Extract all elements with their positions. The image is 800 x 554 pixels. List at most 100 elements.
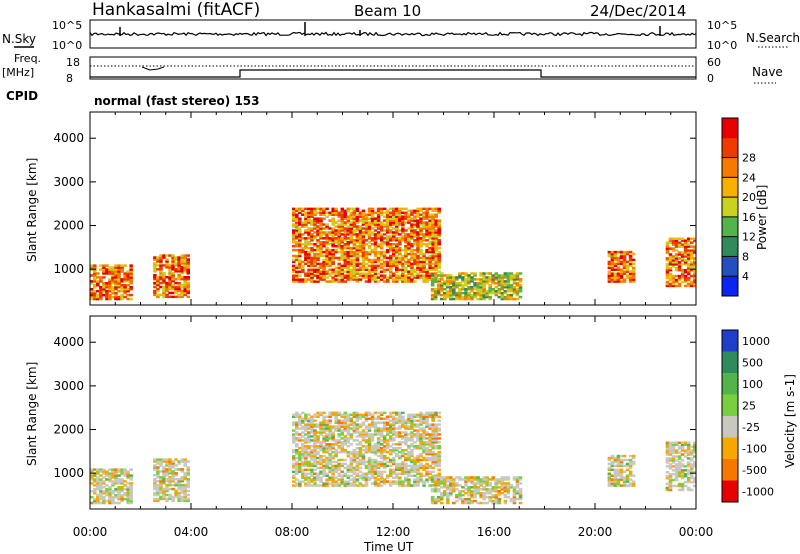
velocity-cell (437, 427, 441, 430)
velocity-cell (153, 458, 157, 461)
velocity-cell (395, 413, 399, 417)
velocity-cell (413, 478, 417, 481)
power-colorbar-frame (721, 117, 739, 297)
velocity-cell (464, 488, 468, 491)
power-cell (319, 254, 323, 258)
power-cell (331, 227, 335, 230)
power-cell (292, 258, 296, 262)
power-cell (692, 267, 697, 270)
power-cell (680, 274, 685, 278)
velocity-cell (322, 419, 326, 422)
power-cell (159, 262, 163, 265)
velocity-cell (616, 482, 621, 485)
power-cell (108, 270, 112, 273)
y-tick-label: 4000 (53, 335, 84, 349)
velocity-cell (99, 491, 103, 495)
power-cell (395, 227, 399, 230)
power-cell (316, 244, 320, 248)
velocity-cell (665, 449, 670, 452)
freq-rtick-top: 60 (707, 56, 721, 69)
power-cell (349, 252, 354, 256)
velocity-cell (337, 466, 341, 470)
velocity-cell (304, 433, 308, 436)
velocity-cell (373, 423, 378, 426)
power-cell (310, 221, 314, 224)
power-cell (343, 242, 348, 246)
velocity-cell (686, 488, 691, 492)
velocity-cell (619, 476, 624, 479)
power-cell (686, 251, 691, 254)
velocity-cell (376, 478, 381, 481)
velocity-cell (126, 491, 130, 495)
velocity-cell (610, 480, 615, 483)
velocity-cell (358, 433, 363, 436)
velocity-cell (295, 462, 299, 466)
velocity-cell (674, 449, 679, 452)
power-cell (410, 262, 414, 266)
power-cell (379, 254, 384, 258)
power-cell (631, 270, 636, 273)
power-cell (686, 243, 691, 246)
velocity-cell (404, 458, 408, 462)
velocity-cell (434, 433, 438, 436)
velocity-cell (500, 484, 505, 487)
power-cell (385, 242, 390, 246)
velocity-colorbar-tick-label: 1000 (742, 335, 770, 348)
velocity-cell (388, 445, 393, 448)
power-cell (304, 231, 308, 234)
power-cell (349, 215, 354, 218)
power-cell (431, 278, 435, 281)
power-cell (292, 215, 296, 218)
power-cell (370, 276, 375, 279)
velocity-cell (689, 459, 694, 462)
power-cell (370, 227, 375, 230)
velocity-cell (337, 462, 341, 466)
power-cell (692, 237, 697, 241)
power-cell (398, 262, 402, 266)
velocity-cell (388, 427, 393, 430)
velocity-cell (352, 454, 357, 458)
velocity-cell (162, 481, 166, 485)
velocity-cell (385, 445, 390, 448)
velocity-cell (686, 461, 691, 464)
velocity-heatmap (90, 411, 697, 505)
power-cell (310, 207, 314, 211)
velocity-cell (171, 479, 175, 483)
power-cell (428, 264, 432, 268)
power-cell (310, 213, 314, 216)
power-cell (689, 274, 694, 278)
velocity-cell (159, 491, 163, 495)
velocity-cell (165, 458, 169, 461)
power-cell (401, 219, 405, 222)
power-cell (328, 274, 332, 277)
velocity-cell (376, 427, 381, 430)
power-cell (343, 223, 348, 226)
velocity-cell (301, 435, 305, 438)
power-cell (619, 256, 624, 260)
power-cell (467, 291, 471, 295)
power-cell (343, 270, 348, 273)
power-cell (379, 209, 384, 213)
velocity-cell (367, 466, 372, 470)
cpid-text: normal (fast stereo) 153 (94, 94, 260, 108)
power-cell (419, 217, 423, 220)
velocity-cell (416, 446, 420, 450)
power-cell (168, 279, 172, 283)
velocity-cell (352, 425, 357, 428)
velocity-cell (358, 441, 363, 444)
velocity-cell (358, 452, 363, 456)
power-cell (407, 278, 411, 281)
power-heatmap (90, 207, 697, 301)
velocity-cell (340, 445, 345, 448)
velocity-cell (434, 415, 438, 419)
velocity-cell (677, 471, 682, 474)
power-cell (668, 278, 673, 282)
power-cell (307, 274, 311, 277)
power-cell (619, 260, 624, 264)
power-cell (683, 276, 688, 280)
velocity-cell (437, 446, 441, 450)
velocity-cell (319, 441, 323, 444)
velocity-cell (410, 470, 414, 474)
power-cell (379, 274, 384, 277)
velocity-cell (388, 474, 393, 477)
